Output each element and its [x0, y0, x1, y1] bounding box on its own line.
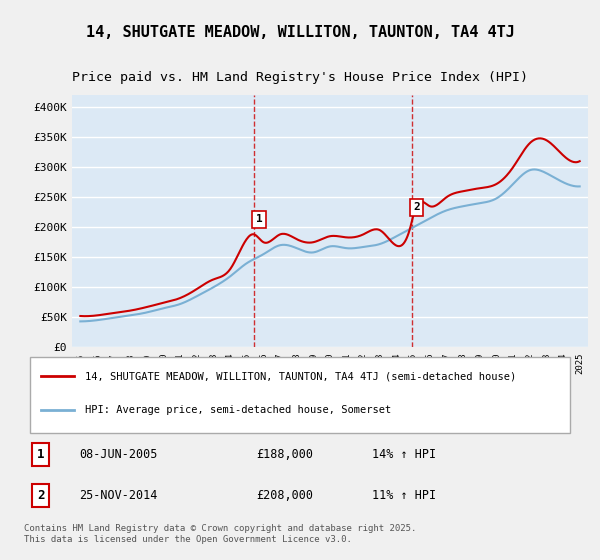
Text: Contains HM Land Registry data © Crown copyright and database right 2025.
This d: Contains HM Land Registry data © Crown c… [24, 524, 416, 544]
Text: 11% ↑ HPI: 11% ↑ HPI [372, 489, 436, 502]
Text: HPI: Average price, semi-detached house, Somerset: HPI: Average price, semi-detached house,… [85, 405, 391, 415]
Text: 14, SHUTGATE MEADOW, WILLITON, TAUNTON, TA4 4TJ (semi-detached house): 14, SHUTGATE MEADOW, WILLITON, TAUNTON, … [85, 371, 516, 381]
Text: 25-NOV-2014: 25-NOV-2014 [79, 489, 158, 502]
Text: 2: 2 [37, 489, 44, 502]
Text: 14, SHUTGATE MEADOW, WILLITON, TAUNTON, TA4 4TJ: 14, SHUTGATE MEADOW, WILLITON, TAUNTON, … [86, 25, 514, 40]
Text: 1: 1 [37, 447, 44, 460]
Text: 2: 2 [413, 202, 420, 212]
Text: 14% ↑ HPI: 14% ↑ HPI [372, 447, 436, 460]
Text: Price paid vs. HM Land Registry's House Price Index (HPI): Price paid vs. HM Land Registry's House … [72, 71, 528, 83]
Text: 1: 1 [256, 214, 262, 225]
Text: 08-JUN-2005: 08-JUN-2005 [79, 447, 158, 460]
FancyBboxPatch shape [29, 357, 571, 432]
Text: £188,000: £188,000 [256, 447, 313, 460]
Text: £208,000: £208,000 [256, 489, 313, 502]
